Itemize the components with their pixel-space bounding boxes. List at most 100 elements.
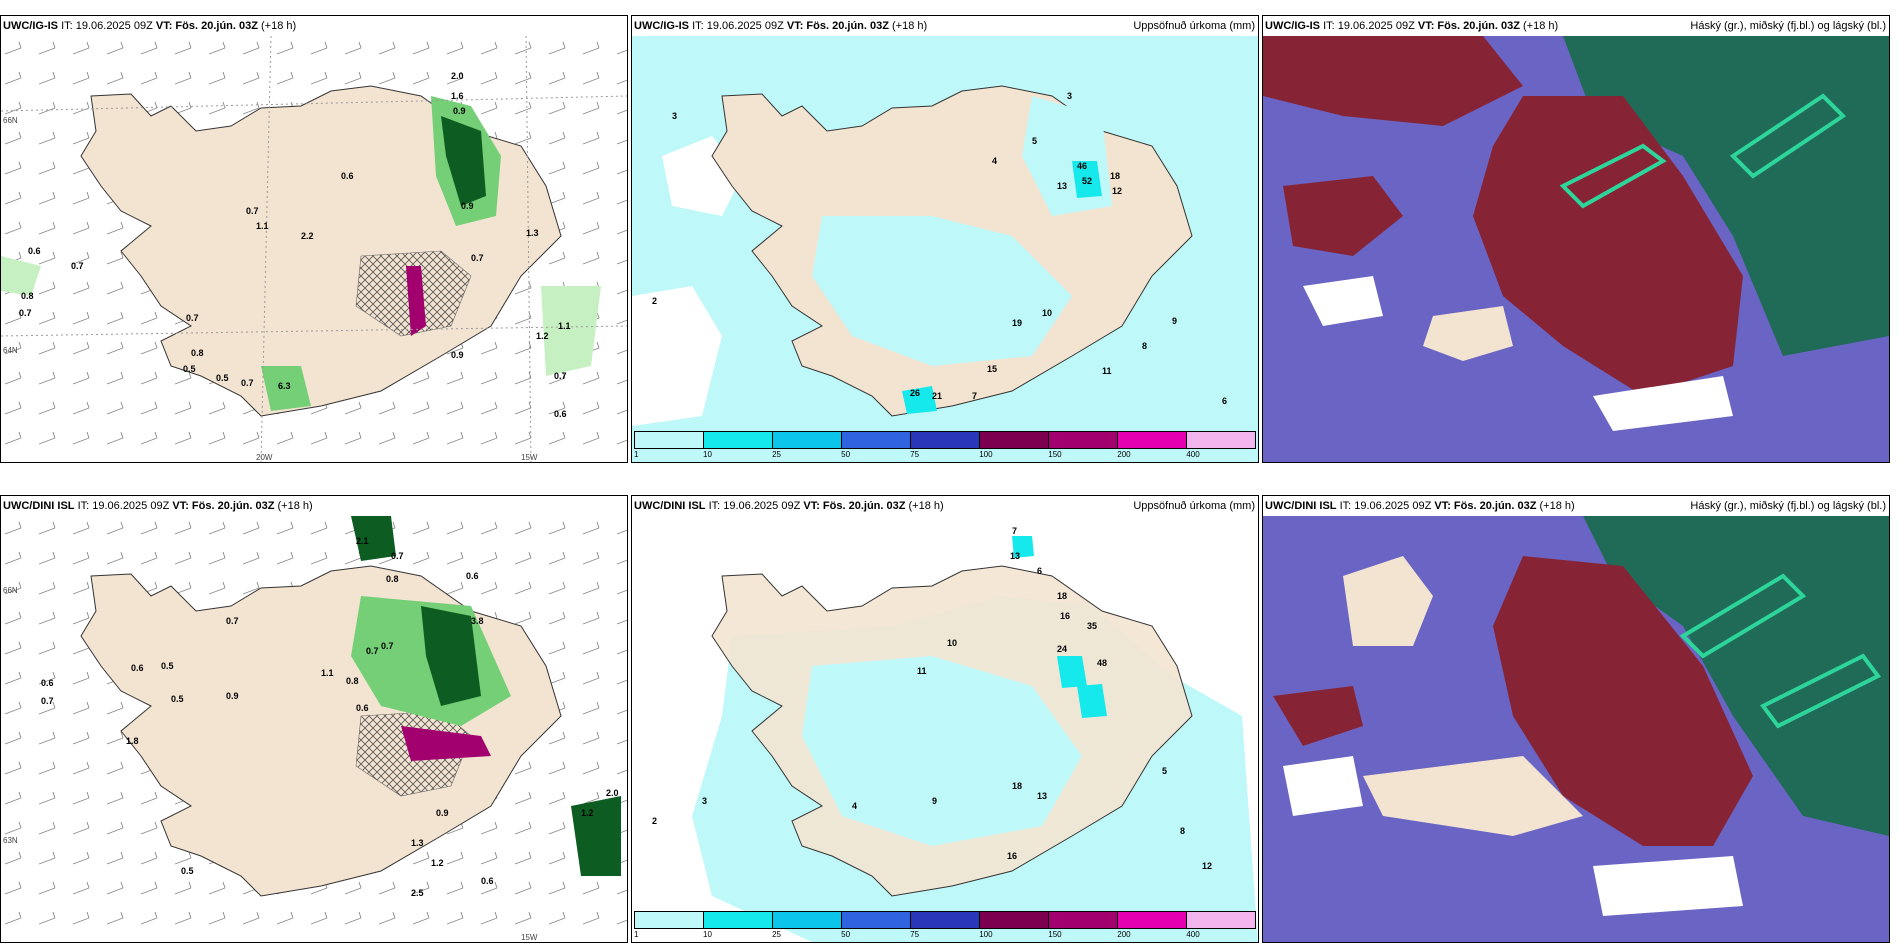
precip-label: 18 [1057,591,1068,601]
precip-label: 1.8 [126,736,139,746]
model-name: UWC/DINI ISL [1265,500,1337,512]
legend-swatch [1049,912,1118,928]
precip-bright-s [902,386,937,414]
precip-label: 0.8 [191,348,204,358]
valid-time-label: VT: [803,500,820,512]
precip-green-top [351,516,396,561]
precip-label: 11 [917,666,927,676]
precip-label: 0.7 [366,646,379,656]
precip-label: 4 [992,156,998,166]
precip-label: 16 [1007,851,1018,861]
high-cloud-band [1679,573,1807,659]
mid-cloud-central [1493,556,1753,846]
precip-label: 0.6 [356,703,369,713]
panel-wind-precip-igis: UWC/IG-IS IT: 19.06.2025 09Z VT: Fös. 20… [0,15,628,463]
field-title: Uppsöfnuð úrkoma (mm) [1133,20,1255,32]
field-title: Háský (gr.), miðský (fj.bl.) og lágský (… [1690,500,1886,512]
precip-label: 2.0 [451,71,464,81]
panel-header: UWC/DINI ISL IT: 19.06.2025 09Z VT: Fös.… [632,496,1258,516]
precip-label: 10 [947,638,958,648]
precip-label: 0.6 [131,663,144,673]
legend-swatch [980,432,1049,448]
precip-label: 0.6 [41,678,54,688]
precip-label: 35 [1087,621,1098,631]
lat-label: 66N [3,586,18,595]
legend-swatch [1187,912,1255,928]
low-cloud-white [1593,856,1743,916]
legend-tick: 75 [910,930,920,939]
precip-label: 2 [652,296,658,306]
legend-swatch [704,432,773,448]
valid-time-label: VT: [155,20,173,32]
precip-label: 16 [1060,611,1071,621]
legend-tick: 200 [1117,930,1131,939]
high-cloud-ne [1563,36,1889,356]
high-cloud-ne [1583,516,1889,836]
precip-darkgreen-ne [421,606,481,706]
precip-label: 7 [972,391,978,401]
lead-time: (+18 h) [892,20,928,32]
precip-label: 4 [852,801,858,811]
precip-label: 8 [1142,341,1148,351]
lead-time: (+18 h) [261,20,297,32]
high-cloud-band [1559,143,1667,209]
legend-ticks: 1 10 25 50 75 100 150 200 400 [634,929,1256,941]
lat-line [1,95,627,112]
field-title: Uppsöfnuð úrkoma (mm) [1133,500,1255,512]
map-area [1263,516,1889,942]
legend-tick: 50 [841,450,851,459]
precip-label: 15 [987,364,998,374]
precip-label: 18 [1110,171,1121,181]
precip-label: 0.5 [161,661,174,671]
model-name: UWC/IG-IS [634,20,689,32]
precip-bright-e2 [1077,684,1107,718]
map-area [1,36,627,462]
precip-label: 12 [1202,861,1213,871]
low-cloud-white [1303,276,1383,326]
precip-label: 5 [1032,136,1038,146]
land-patch [1423,306,1513,361]
lon-line [525,36,532,462]
legend-tick: 25 [772,450,781,459]
legend-swatch [911,432,980,448]
precip-label: 1.2 [431,858,444,868]
precip-label: 6 [1037,566,1043,576]
lead-time: (+18 h) [277,500,313,512]
low-cloud-white-s [1593,376,1733,431]
legend-tick: 10 [703,930,712,939]
precip-label: 12 [1112,186,1123,196]
precip-label: 21 [932,391,943,401]
precip-label: 0.5 [181,866,194,876]
precip-legend: 1 10 25 50 75 100 150 200 400 [634,911,1256,941]
mid-cloud-central [1473,96,1743,396]
model-name: UWC/DINI ISL [634,500,706,512]
lon-label: 15W [521,933,538,942]
legend-tick: 10 [703,450,712,459]
legend-swatch [842,432,911,448]
panel-header: UWC/DINI ISL IT: 19.06.2025 09Z VT: Fös.… [1,496,627,516]
lon-label: 15W [521,453,538,462]
precip-label: 0.7 [554,371,567,381]
valid-time: Fös. 20.jún. 03Z [1437,20,1520,32]
precip-cyan-interior [812,216,1072,366]
precip-label: 0.7 [471,253,484,263]
legend-swatch [635,432,704,448]
land-patch-s [1363,756,1583,836]
mid-cloud-nw [1263,36,1523,126]
lead-time: (+18 h) [1539,500,1575,512]
high-cloud-band-e [1759,653,1882,729]
valid-time: Fös. 20.jún. 03Z [1453,500,1537,512]
panel-accum-precip-igis: UWC/IG-IS IT: 19.06.2025 09Z VT: Fös. 20… [631,15,1259,463]
precip-label: 2.0 [606,788,619,798]
legend-swatch [704,912,773,928]
legend-ticks: 1 10 25 50 75 100 150 200 400 [634,449,1256,461]
precip-cyan-interior [802,656,1082,846]
precip-label: 2.5 [411,888,424,898]
panel-clouds-dini: UWC/DINI ISL IT: 19.06.2025 09Z VT: Fös.… [1262,495,1890,943]
precip-label: 0.7 [71,261,84,271]
legend-swatch [1118,912,1187,928]
precip-label: 0.5 [183,364,196,374]
legend-tick: 50 [841,930,851,939]
model-name: UWC/DINI ISL [3,500,75,512]
init-time: IT: 19.06.2025 09Z [1339,500,1432,512]
